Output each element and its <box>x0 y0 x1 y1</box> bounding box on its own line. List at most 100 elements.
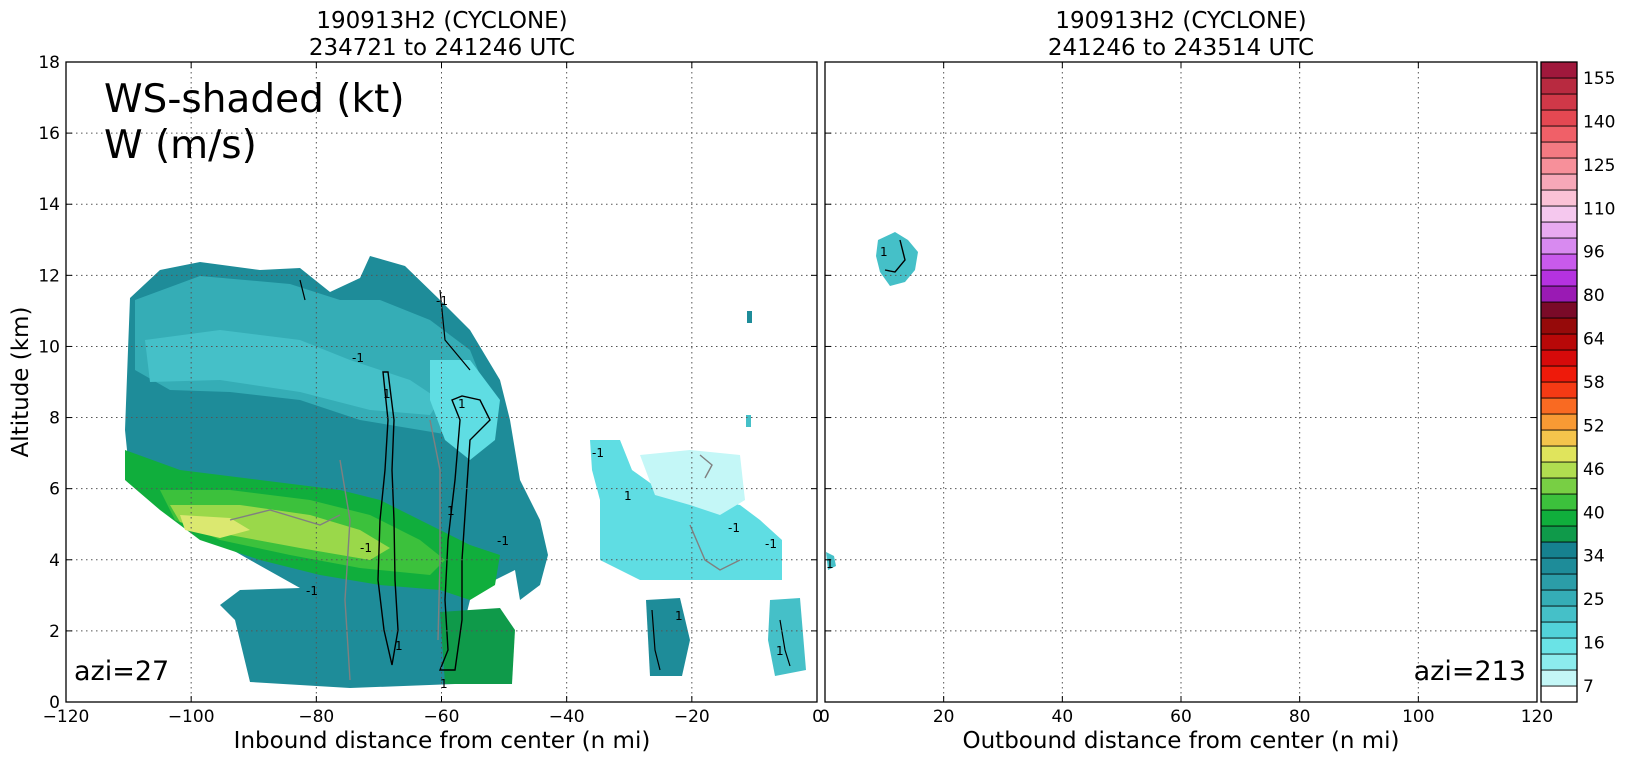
colorbar-cell <box>1540 557 1578 575</box>
colorbar-cell <box>1540 365 1578 383</box>
x-tick-label: 40 <box>1052 707 1074 727</box>
y-tick-label: 18 <box>38 53 60 73</box>
colorbar-labels: 155 140 125 110 96 80 64 58 52 46 40 34 25 16 7 <box>1583 69 1615 697</box>
y-tick-label: 12 <box>38 266 60 286</box>
colorbar-tick-label: 7 <box>1583 677 1594 697</box>
colorbar-tick-label: 34 <box>1583 547 1605 567</box>
w-contour <box>439 289 471 371</box>
x-tick-label: −100 <box>168 707 215 727</box>
colorbar-cell <box>1540 205 1578 223</box>
contour-label: 1 <box>447 504 455 518</box>
colorbar-cell <box>1540 77 1578 95</box>
contour-label: 1 <box>624 489 632 503</box>
contour-label: -1 <box>306 584 318 598</box>
colorbar-tick-label: 96 <box>1583 243 1605 263</box>
left-grid <box>66 62 817 702</box>
colorbar-cell <box>1540 61 1578 79</box>
contour-label: 1 <box>776 644 784 658</box>
colorbar-cell <box>1540 541 1578 559</box>
ws-region-teal-patch-a <box>646 598 690 676</box>
x-tick-label: 80 <box>1289 707 1311 727</box>
colorbar-cell <box>1540 669 1578 687</box>
colorbar-cell <box>1540 477 1578 495</box>
ws-region-green-lower <box>440 608 515 684</box>
right-title-line2: 241246 to 243514 UTC <box>1048 35 1314 61</box>
colorbar-cell <box>1540 221 1578 239</box>
right-panel: 190913H2 (CYCLONE) 241246 to 243514 UTC … <box>819 8 1553 754</box>
colorbar-tick-label: 52 <box>1583 416 1605 436</box>
right-ticks: 0 20 40 60 80 100 120 <box>819 61 1553 727</box>
ws-region-cyan-light-patch <box>640 450 745 515</box>
y-tick-label: 14 <box>38 195 60 215</box>
colorbar-tick-label: 46 <box>1583 460 1605 480</box>
contour-label: -1 <box>592 446 604 460</box>
x-tick-label: 0 <box>812 707 823 727</box>
w-contour <box>438 395 491 671</box>
colorbar-tick-label: 125 <box>1583 156 1615 176</box>
w-contour-gray <box>689 524 741 571</box>
contour-label: -1 <box>765 537 777 551</box>
colorbar-tick-label: 25 <box>1583 590 1605 610</box>
colorbar-cell <box>1540 445 1578 463</box>
w-contour-gray <box>229 509 341 526</box>
left-azimuth-label: azi=27 <box>74 656 169 687</box>
colorbar-tick-label: 40 <box>1583 503 1605 523</box>
contour-label: 1 <box>675 609 683 623</box>
colorbar-cell <box>1540 397 1578 415</box>
x-tick-label: 120 <box>1521 707 1553 727</box>
colorbar-tick-label: 80 <box>1583 286 1605 306</box>
colorbar-tick-label: 155 <box>1583 69 1615 89</box>
left-panel: 190913H2 (CYCLONE) 234721 to 241246 UTC <box>8 8 823 754</box>
colorbar-cell <box>1540 141 1578 159</box>
right-azimuth-label: azi=213 <box>1414 656 1526 687</box>
colorbar-tick-label: 64 <box>1583 330 1605 350</box>
contour-label: -1 <box>728 521 740 535</box>
colorbar-cell <box>1540 573 1578 591</box>
colorbar-cell <box>1540 109 1578 127</box>
left-x-axis-label: Inbound distance from center (n mi) <box>234 728 651 754</box>
right-title-line1: 190913H2 (CYCLONE) <box>1055 8 1306 34</box>
w-contour-small <box>779 619 791 667</box>
colorbar-cell <box>1540 381 1578 399</box>
colorbar-cell <box>1540 429 1578 447</box>
contour-label: 1 <box>440 677 448 691</box>
w-contour <box>377 371 399 666</box>
w-contour-gray <box>429 419 441 641</box>
x-tick-label: −60 <box>424 707 460 727</box>
ws-region-edge-speck <box>826 552 836 570</box>
right-contour-labels: 1 1 <box>826 245 888 571</box>
x-tick-label: 100 <box>1402 707 1434 727</box>
ws-region-cyan-patch-a <box>590 440 782 580</box>
x-tick-label: 60 <box>1170 707 1192 727</box>
contour-label: 1 <box>880 245 888 259</box>
colorbar-cell <box>1540 269 1578 287</box>
contour-label: -1 <box>436 294 448 308</box>
colorbar-cell <box>1540 461 1578 479</box>
x-tick-label: 0 <box>819 707 830 727</box>
right-x-axis-label: Outbound distance from center (n mi) <box>963 728 1400 754</box>
colorbar-cell <box>1540 317 1578 335</box>
colorbar-cell <box>1540 301 1578 319</box>
colorbar-cells <box>1540 61 1578 703</box>
colorbar-tick-label: 110 <box>1583 199 1615 219</box>
w-contour-gray <box>339 459 351 681</box>
colorbar-cell <box>1540 525 1578 543</box>
x-tick-label: −80 <box>298 707 334 727</box>
right-wind-field <box>826 232 918 570</box>
colorbar-tick-label: 16 <box>1583 634 1605 654</box>
y-tick-label: 8 <box>49 409 60 429</box>
y-axis-label: Altitude (km) <box>8 307 34 458</box>
x-tick-label: −120 <box>43 707 90 727</box>
y-tick-label: 2 <box>49 622 60 642</box>
y-tick-label: 10 <box>38 337 60 357</box>
colorbar-cell <box>1540 237 1578 255</box>
ws-region-small-patch <box>876 232 918 286</box>
colorbar: 155 140 125 110 96 80 64 58 52 46 40 34 25 16 7 <box>1540 61 1615 703</box>
colorbar-cell <box>1540 493 1578 511</box>
colorbar-cell <box>1540 605 1578 623</box>
colorbar-cell <box>1540 621 1578 639</box>
left-wind-field <box>125 256 806 688</box>
colorbar-cell <box>1540 685 1578 703</box>
colorbar-cell <box>1540 93 1578 111</box>
x-tick-label: −20 <box>674 707 710 727</box>
